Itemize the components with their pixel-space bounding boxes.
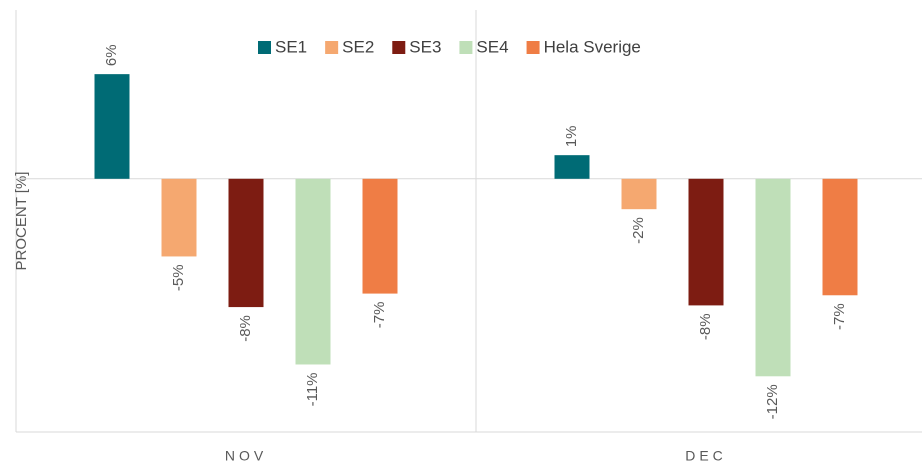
bar (94, 74, 130, 179)
data-label: -5% (170, 264, 187, 291)
bar (295, 178, 331, 365)
legend-label: SE4 (476, 37, 508, 56)
bar (161, 178, 197, 257)
x-tick-label: NOV (225, 448, 267, 464)
legend-label: SE1 (275, 37, 307, 56)
data-label: -12% (764, 384, 781, 419)
data-label: -7% (371, 302, 388, 329)
data-label: 6% (103, 44, 120, 66)
legend-label: SE2 (342, 37, 374, 56)
legend-swatch (325, 41, 339, 54)
legend-swatch (258, 41, 271, 54)
bar (554, 155, 590, 179)
data-label: -2% (630, 217, 647, 244)
bar (688, 178, 724, 306)
bar (621, 178, 657, 210)
bar (822, 178, 858, 296)
bar (755, 178, 791, 377)
data-label: -8% (237, 315, 254, 342)
x-tick-label: DEC (685, 448, 727, 464)
data-label: -7% (831, 303, 848, 330)
y-axis-label: PROCENT [%] (13, 172, 30, 271)
legend-swatch (392, 41, 406, 54)
bar (362, 178, 398, 294)
legend-swatch (526, 41, 540, 54)
legend-label: SE3 (409, 37, 441, 56)
data-label: -8% (697, 313, 714, 340)
data-label: 1% (563, 125, 580, 147)
data-label: -11% (304, 372, 321, 406)
bar (228, 178, 264, 308)
legend-label: Hela Sverige (544, 37, 641, 56)
legend-swatch (459, 41, 473, 54)
